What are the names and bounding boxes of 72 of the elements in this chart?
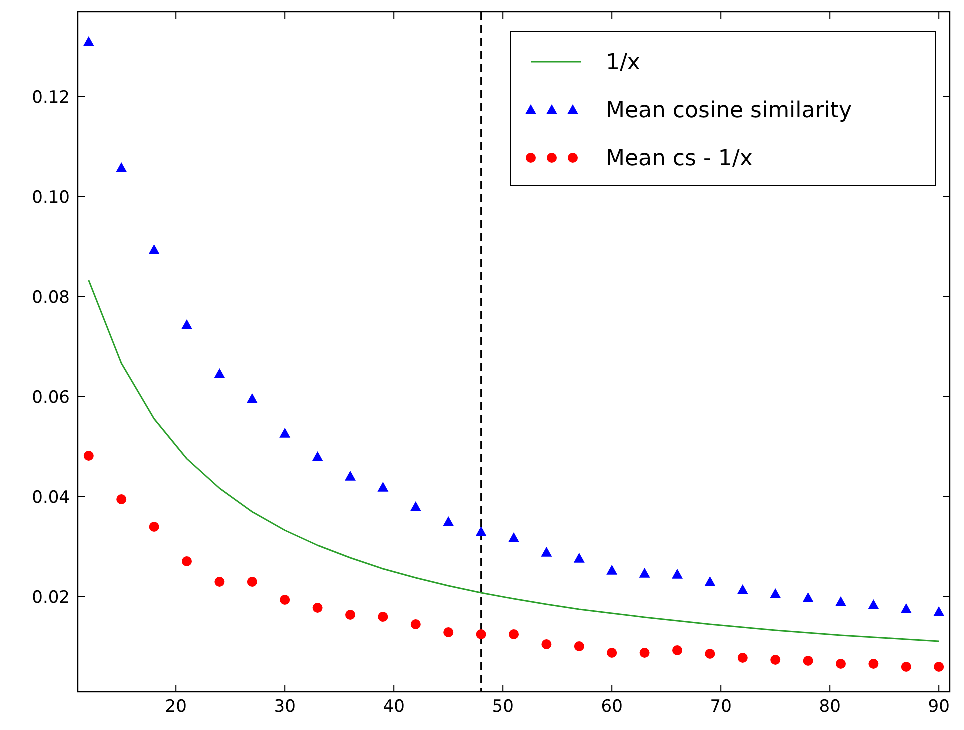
point xyxy=(378,612,388,622)
point xyxy=(901,662,912,672)
x-tick-label: 80 xyxy=(819,697,841,717)
point xyxy=(770,655,781,665)
y-tick-label: 0.02 xyxy=(32,588,70,608)
point xyxy=(836,596,846,606)
x-tick-label: 70 xyxy=(710,697,732,717)
point xyxy=(672,646,682,656)
point xyxy=(443,516,454,526)
x-tick-label: 90 xyxy=(928,697,950,717)
point xyxy=(705,649,716,659)
point xyxy=(672,569,683,579)
point xyxy=(148,244,160,254)
point xyxy=(116,494,127,504)
point xyxy=(574,553,585,563)
y-tick-label: 0.12 xyxy=(32,88,70,108)
point xyxy=(280,428,291,438)
point xyxy=(182,556,192,566)
point xyxy=(444,628,454,638)
point xyxy=(410,502,422,512)
point xyxy=(84,451,94,461)
point xyxy=(509,630,519,640)
point xyxy=(868,659,879,669)
point xyxy=(247,577,258,587)
point xyxy=(607,648,618,658)
point xyxy=(345,471,356,481)
point xyxy=(737,584,748,594)
point xyxy=(116,162,128,172)
point xyxy=(410,620,421,630)
point xyxy=(378,482,389,492)
point xyxy=(868,600,880,610)
point xyxy=(541,547,552,557)
point xyxy=(836,659,846,669)
y-tick-label: 0.10 xyxy=(32,188,70,208)
line-series xyxy=(88,280,940,642)
point xyxy=(900,604,912,614)
point xyxy=(639,568,650,578)
point xyxy=(934,606,945,616)
legend-label: Mean cs - 1/x xyxy=(606,146,753,172)
x-tick-label: 40 xyxy=(383,697,405,717)
point xyxy=(704,576,716,586)
point xyxy=(214,368,226,378)
point xyxy=(803,656,814,666)
point xyxy=(83,36,94,46)
point xyxy=(214,577,225,587)
point xyxy=(508,532,520,542)
legend-label: Mean cosine similarity xyxy=(606,98,852,124)
y-tick-label: 0.04 xyxy=(32,488,70,508)
point xyxy=(476,630,486,640)
point xyxy=(312,603,323,613)
point xyxy=(346,610,356,620)
point xyxy=(542,640,552,650)
point xyxy=(802,592,814,602)
point xyxy=(738,653,748,663)
point xyxy=(246,394,258,404)
y-tick-label: 0.06 xyxy=(32,388,70,408)
point xyxy=(606,565,618,575)
x-tick-label: 60 xyxy=(601,697,623,717)
point xyxy=(312,452,324,462)
point xyxy=(574,642,584,652)
point xyxy=(476,526,487,536)
point xyxy=(149,522,160,532)
point xyxy=(934,662,944,672)
y-tick-label: 0.08 xyxy=(32,288,70,308)
point xyxy=(770,588,782,598)
x-tick-label: 20 xyxy=(165,697,187,717)
legend-label: 1/x xyxy=(606,50,640,76)
point xyxy=(640,648,650,658)
x-tick-label: 50 xyxy=(492,697,514,717)
x-tick-label: 30 xyxy=(274,697,296,717)
point xyxy=(280,595,290,605)
point xyxy=(182,320,192,330)
